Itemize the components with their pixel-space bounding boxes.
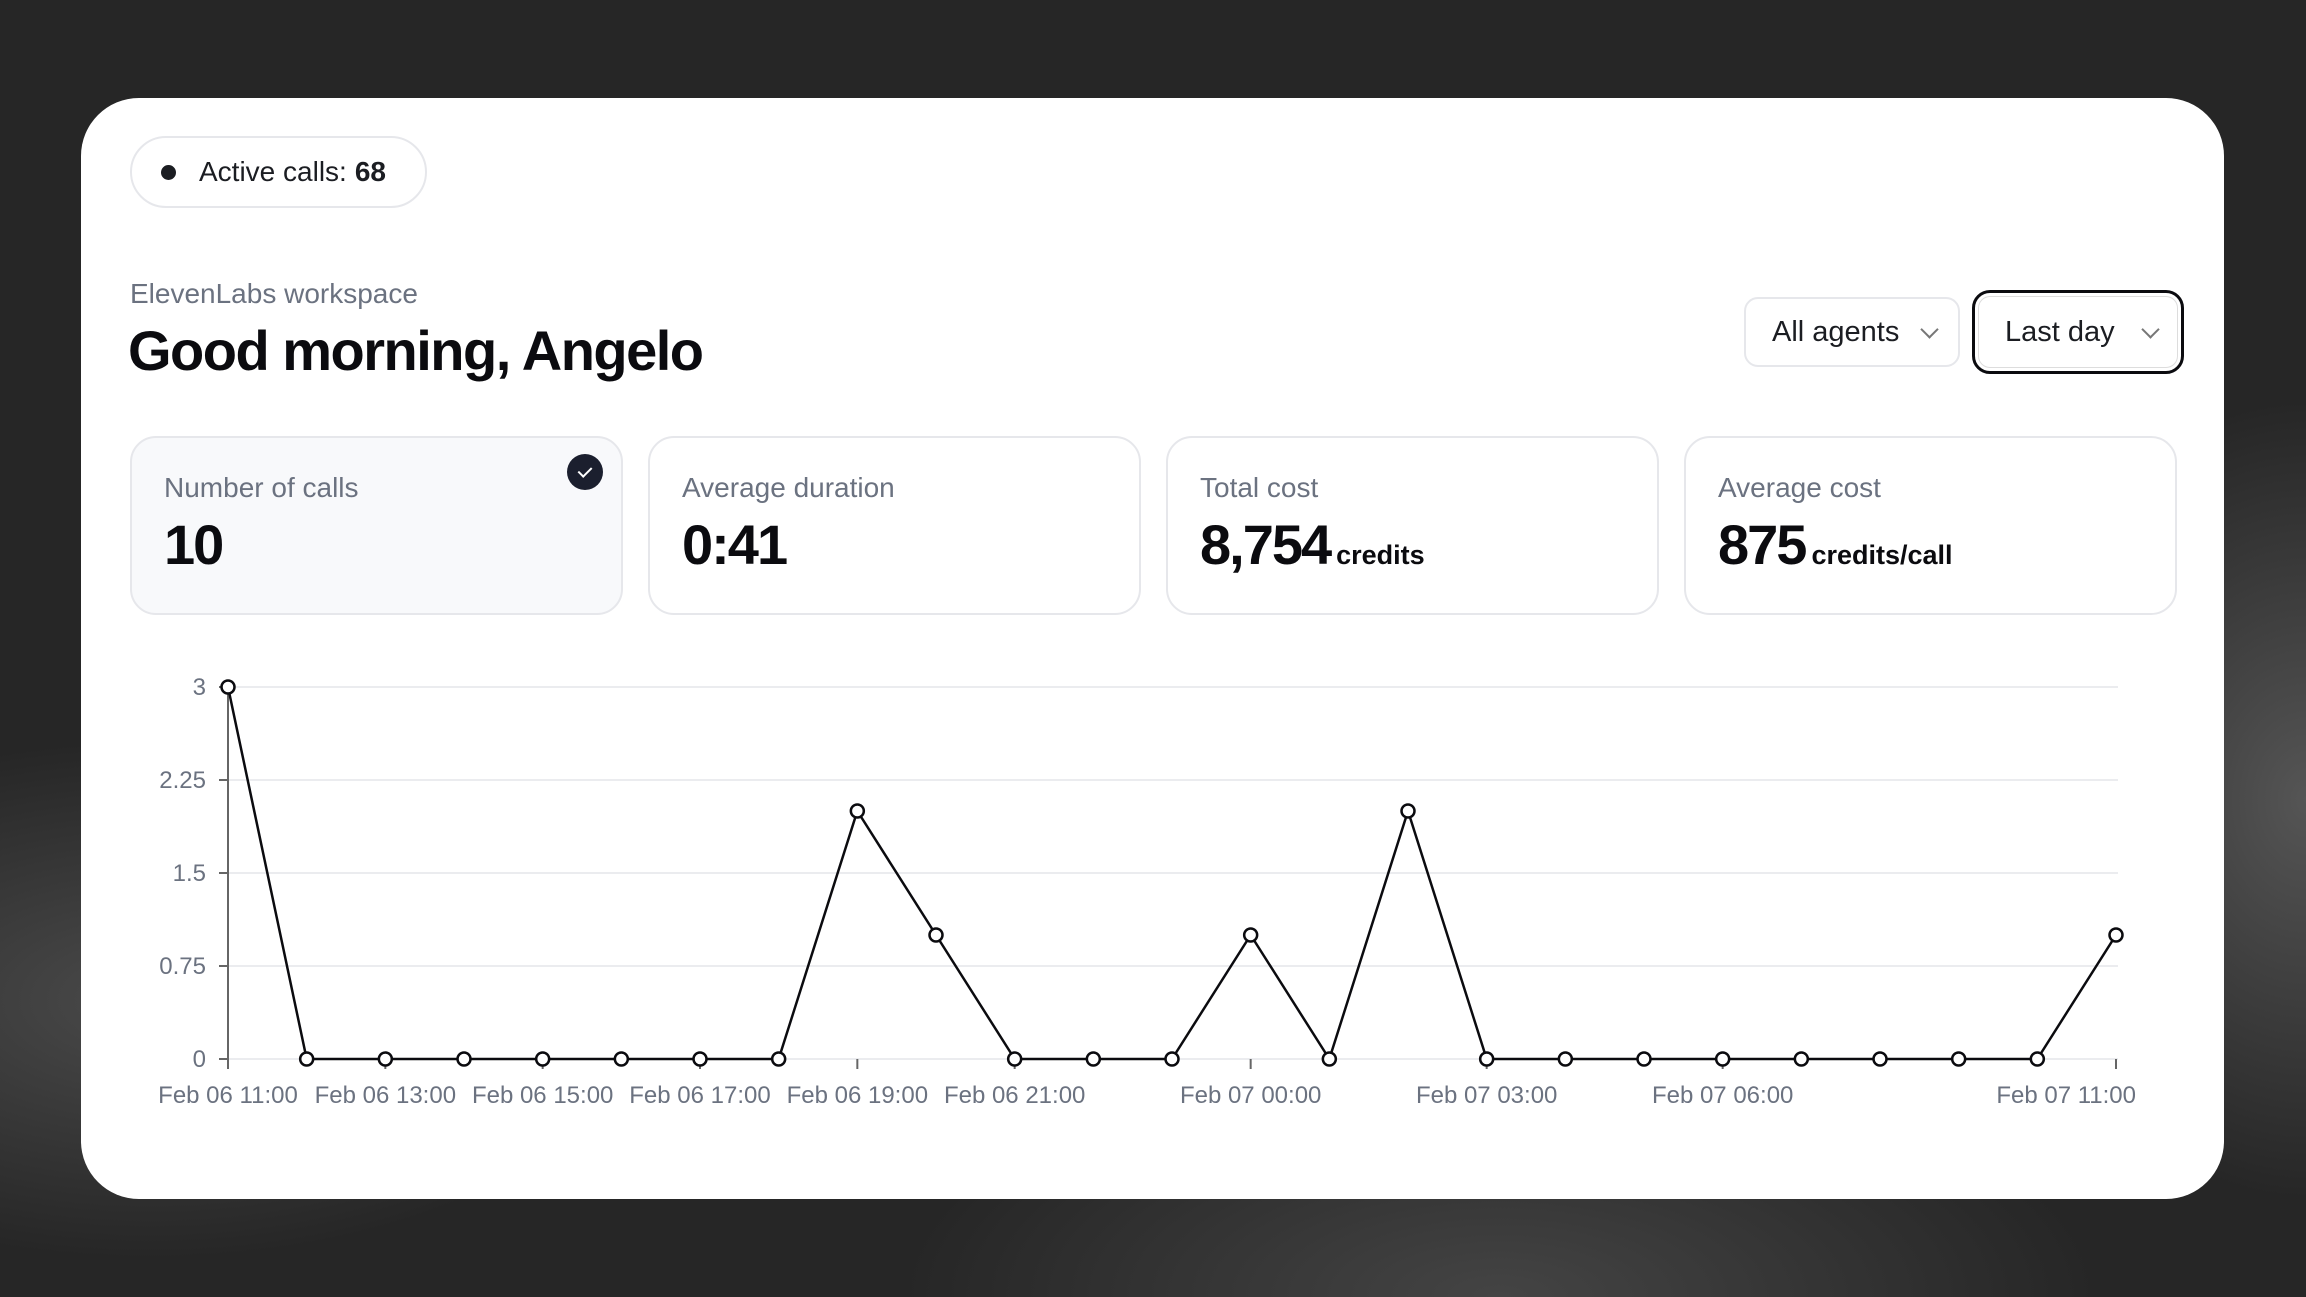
y-tick-label: 2.25 bbox=[159, 767, 206, 794]
stat-card-number-of-calls[interactable]: Number of calls 10 bbox=[130, 436, 623, 615]
stat-unit: credits/call bbox=[1811, 540, 1953, 570]
x-tick-label: Feb 06 13:00 bbox=[315, 1082, 456, 1109]
y-tick-label: 0.75 bbox=[159, 953, 206, 980]
agents-dropdown[interactable]: All agents bbox=[1744, 297, 1960, 367]
stat-value: 10 bbox=[164, 513, 224, 576]
stat-value: 0:41 bbox=[682, 513, 788, 576]
active-calls-count: 68 bbox=[354, 156, 386, 187]
data-point bbox=[298, 1051, 315, 1067]
stat-value: 8,754 bbox=[1200, 513, 1332, 576]
stat-card-average-cost[interactable]: Average cost 875 credits/call bbox=[1684, 436, 2177, 615]
data-point bbox=[1006, 1051, 1023, 1067]
data-point bbox=[220, 679, 236, 695]
data-point bbox=[613, 1051, 630, 1067]
data-point bbox=[1321, 1051, 1338, 1067]
data-point bbox=[1636, 1051, 1652, 1067]
data-point bbox=[849, 803, 866, 819]
x-tick-label: Feb 06 17:00 bbox=[629, 1082, 770, 1109]
data-point bbox=[1242, 927, 1259, 943]
data-point bbox=[770, 1051, 787, 1067]
y-tick-label: 0 bbox=[193, 1046, 206, 1073]
status-dot-icon bbox=[161, 164, 176, 180]
agents-dropdown-value: All agents bbox=[1772, 315, 1900, 348]
active-calls-label: Active calls: bbox=[199, 156, 347, 187]
stat-unit: credits bbox=[1336, 540, 1425, 570]
data-point bbox=[1400, 803, 1416, 819]
stat-card-total-cost[interactable]: Total cost 8,754 credits bbox=[1166, 436, 1659, 615]
time-range-dropdown[interactable]: Last day bbox=[1972, 290, 2184, 374]
dashboard-card: Active calls: 68 ElevenLabs workspace Go… bbox=[81, 98, 2224, 1199]
active-calls-badge: Active calls: 68 bbox=[130, 136, 427, 208]
data-point bbox=[2108, 927, 2124, 943]
stat-value: 875 bbox=[1718, 513, 1807, 576]
stat-label: Number of calls bbox=[164, 472, 359, 503]
data-point bbox=[2029, 1051, 2046, 1067]
data-point bbox=[534, 1051, 551, 1067]
data-point bbox=[1714, 1051, 1731, 1067]
x-tick-label: Feb 07 00:00 bbox=[1180, 1082, 1321, 1109]
stat-label: Average cost bbox=[1718, 472, 1881, 503]
x-tick-label: Feb 06 21:00 bbox=[944, 1082, 1085, 1109]
data-point bbox=[1085, 1051, 1102, 1067]
x-tick-label: Feb 07 11:00 bbox=[1996, 1082, 2136, 1109]
calls-line-chart: 0 0.75 1.5 2.25 3 Feb 06 11:00 Feb 06 13:00 Feb… bbox=[158, 674, 2136, 1109]
data-point bbox=[456, 1051, 472, 1067]
check-icon bbox=[567, 454, 603, 490]
page-title: Good morning, Angelo bbox=[128, 319, 704, 382]
data-point bbox=[1164, 1051, 1180, 1067]
data-point bbox=[928, 927, 944, 943]
workspace-name: ElevenLabs workspace bbox=[130, 278, 418, 309]
data-point bbox=[1793, 1051, 1810, 1067]
data-point bbox=[1950, 1051, 1967, 1067]
stat-card-average-duration[interactable]: Average duration 0:41 bbox=[648, 436, 1141, 615]
x-tick-label: Feb 06 19:00 bbox=[787, 1082, 928, 1109]
x-tick-label: Feb 06 11:00 bbox=[158, 1082, 298, 1109]
time-range-value: Last day bbox=[2005, 315, 2115, 348]
data-point bbox=[692, 1051, 708, 1067]
x-tick-label: Feb 07 03:00 bbox=[1416, 1082, 1557, 1109]
data-point bbox=[1557, 1051, 1574, 1067]
x-tick-label: Feb 07 06:00 bbox=[1652, 1082, 1793, 1109]
stat-label: Average duration bbox=[682, 472, 895, 503]
y-tick-label: 1.5 bbox=[173, 860, 206, 887]
x-tick-label: Feb 06 15:00 bbox=[472, 1082, 613, 1109]
data-point bbox=[1478, 1051, 1495, 1067]
data-point bbox=[377, 1051, 394, 1067]
y-tick-label: 3 bbox=[193, 674, 206, 701]
data-point bbox=[1872, 1051, 1888, 1067]
stat-label: Total cost bbox=[1200, 472, 1319, 503]
